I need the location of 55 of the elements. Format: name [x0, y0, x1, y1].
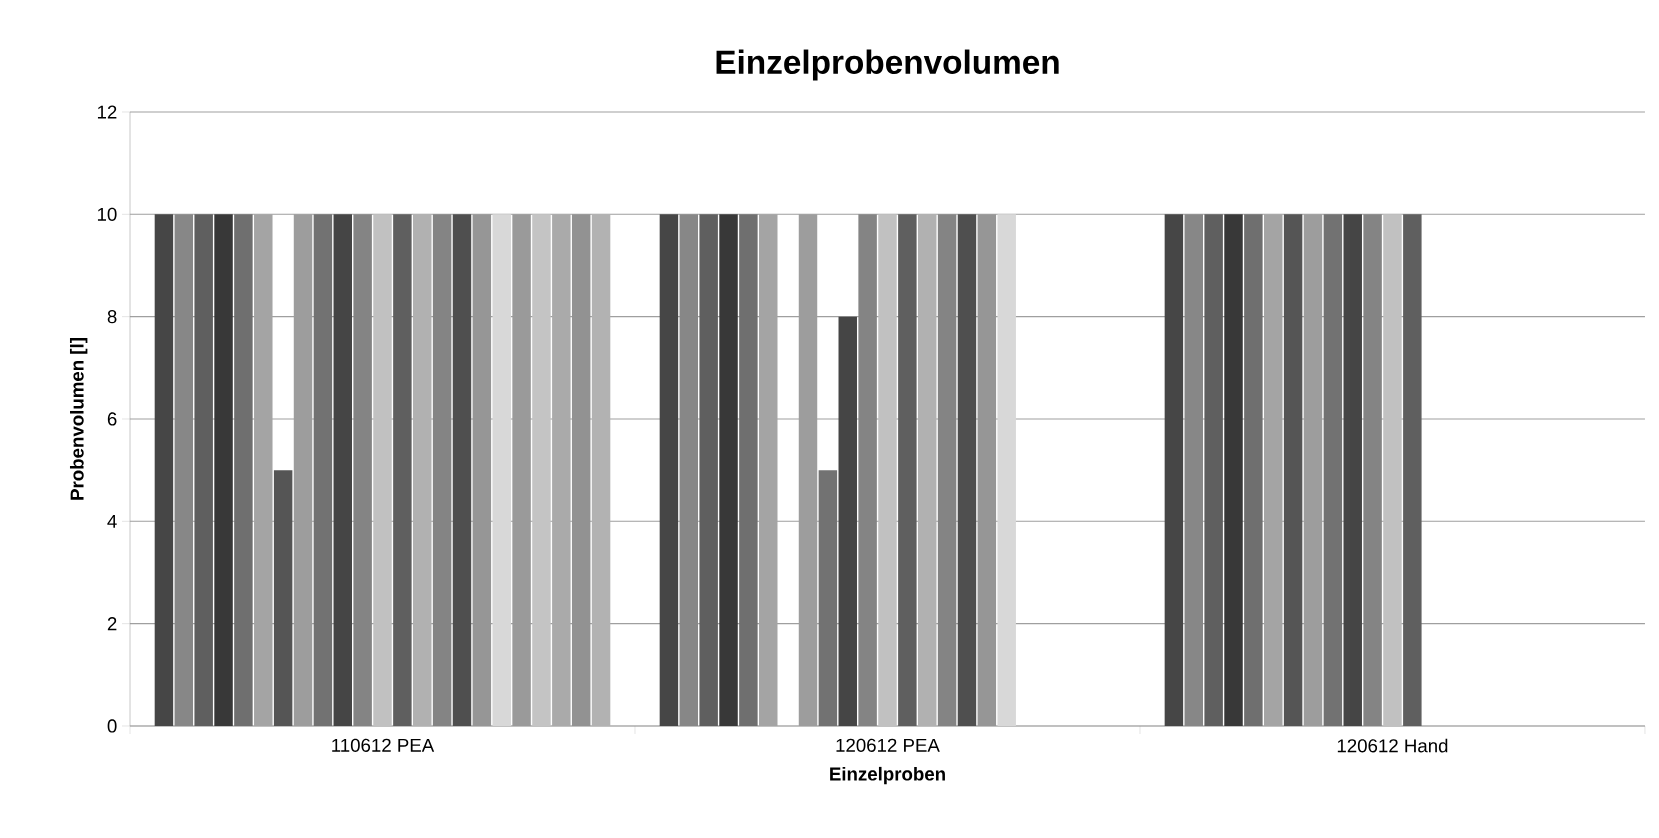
bar: [154, 214, 174, 726]
chart-title: Einzelprobenvolumen: [716, 49, 1059, 81]
bar: [1204, 214, 1223, 726]
bar: [917, 214, 937, 726]
y-tick-label: 4: [107, 514, 117, 528]
bar: [858, 214, 877, 726]
y-tick-label: 0: [107, 719, 117, 733]
bar: [333, 214, 352, 726]
bar: [373, 214, 392, 726]
bar: [1184, 214, 1204, 726]
bar: [1323, 214, 1343, 726]
bar: [659, 214, 679, 726]
bar: [997, 214, 1016, 726]
bar: [492, 214, 511, 726]
y-tick-label: 2: [107, 617, 117, 631]
x-tick-label: 110612 PEA: [332, 738, 435, 752]
bar: [1403, 214, 1422, 726]
x-tick-label: 120612 Hand: [1337, 738, 1448, 753]
y-tick-label: 6: [107, 412, 117, 426]
bar: [432, 214, 452, 726]
y-axis-title: Probenvolumen [l]: [69, 338, 88, 500]
bar: [234, 214, 253, 726]
bar: [838, 316, 857, 726]
bar: [194, 214, 213, 726]
bar: [937, 214, 957, 726]
bar: [878, 214, 897, 726]
y-tick-label: 12: [97, 105, 117, 119]
y-tick-label: 10: [97, 207, 117, 221]
bar: [898, 214, 917, 726]
bar: [679, 214, 699, 726]
bar: [353, 214, 372, 726]
bar: [1343, 214, 1362, 726]
bar: [818, 470, 838, 726]
bar: [532, 214, 551, 726]
bar: [719, 214, 738, 726]
bar: [1164, 214, 1184, 726]
bar: [452, 214, 472, 726]
bar: [313, 214, 333, 726]
x-tick-label: 120612 PEA: [836, 738, 940, 752]
x-axis-title: Einzelproben: [830, 766, 945, 785]
bar: [957, 214, 977, 726]
bar: [739, 214, 758, 726]
bar: [273, 470, 293, 726]
bar: [393, 214, 412, 726]
bar: [699, 214, 718, 726]
bar: [174, 214, 194, 726]
bar: [1224, 214, 1243, 726]
y-tick-label: 8: [107, 310, 117, 324]
bar: [1244, 214, 1263, 726]
bar: [1363, 214, 1382, 726]
bar: [1283, 214, 1303, 726]
bar: [214, 214, 233, 726]
bar: [591, 214, 611, 726]
bar: [413, 214, 432, 726]
bar: [1383, 214, 1402, 726]
